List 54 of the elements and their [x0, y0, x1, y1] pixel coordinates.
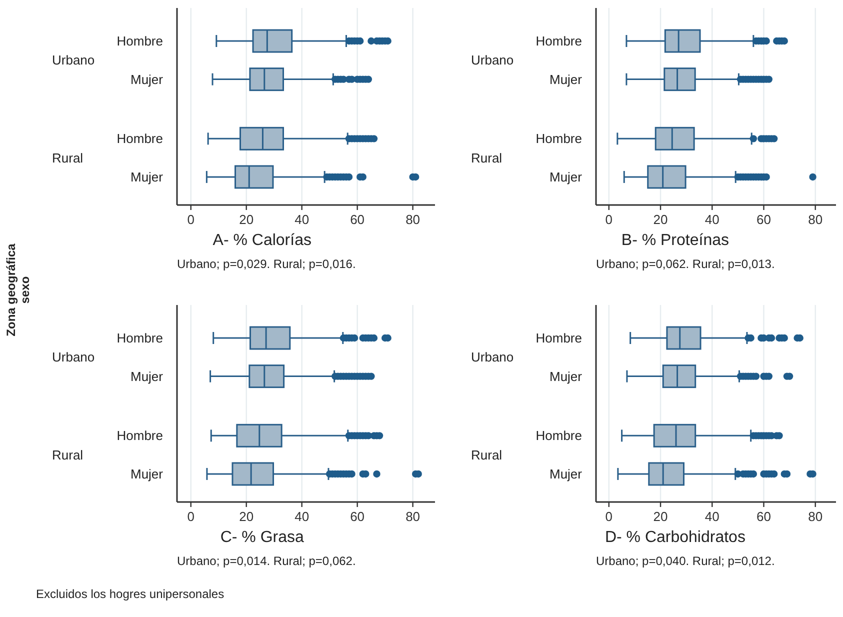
y-tick-label: Mujer: [549, 169, 583, 184]
y-tick-label: Hombre: [116, 131, 163, 146]
x-tick-label: 60: [756, 509, 771, 524]
text: Urbano; p=0,062. Rural; p=0,013.: [596, 257, 775, 271]
y-tick-label: Mujer: [130, 368, 164, 384]
x-tick-label: 20: [239, 212, 254, 227]
y-tick-label: Mujer: [130, 169, 164, 184]
text: Urbano; p=0,029. Rural; p=0,016.: [177, 257, 356, 271]
x-tick-label: 40: [704, 212, 720, 227]
y-tick-label: Mujer: [130, 466, 164, 482]
x-tick-label: 20: [239, 509, 254, 524]
text: Urbano: [471, 52, 514, 68]
y-tick-label: Hombre: [116, 34, 163, 48]
text: Urbano: [471, 350, 514, 365]
text: Rural: [52, 447, 84, 462]
x-axis-title: C- % Grasa: [220, 529, 304, 546]
x-tick-label: 60: [350, 509, 365, 524]
y-tick-label: Mujer: [549, 368, 583, 384]
x-tick-label: 60: [756, 212, 771, 227]
y-tick-label: Hombre: [116, 428, 163, 444]
y-tick-label: Hombre: [536, 330, 582, 346]
x-axis-title: B- % Proteínas: [621, 232, 730, 249]
x-tick-label: 0: [187, 509, 194, 524]
x-tick-label: 80: [808, 509, 823, 524]
x-tick-label: 80: [808, 212, 823, 227]
x-tick-label: 20: [653, 509, 668, 524]
x-tick-label: 40: [294, 212, 310, 227]
x-tick-label: 20: [653, 212, 668, 227]
y-tick-label: Hombre: [536, 428, 582, 444]
y-tick-label: Hombre: [536, 131, 582, 146]
x-tick-label: 0: [605, 509, 613, 524]
text: Urbano; p=0,014. Rural; p=0,062.: [177, 554, 356, 568]
x-tick-label: 0: [605, 212, 613, 227]
text: Rural: [471, 447, 502, 462]
y-tick-label: Mujer: [130, 72, 164, 87]
x-tick-label: 80: [406, 212, 420, 227]
x-tick-label: 80: [406, 509, 420, 524]
text: Urbano; p=0,040. Rural; p=0,012.: [596, 554, 775, 568]
x-axis-title: D- % Carbohidratos: [604, 529, 746, 546]
y-axis-title: Zona geográfica sexo: [4, 243, 32, 336]
x-tick-label: 60: [350, 212, 365, 227]
text: Urbano: [52, 350, 95, 365]
text: Rural: [52, 150, 84, 166]
x-tick-label: 0: [187, 212, 194, 227]
y-tick-label: Hombre: [536, 34, 582, 48]
text: Urbano: [52, 52, 95, 68]
y-tick-label: Hombre: [116, 330, 163, 346]
y-tick-label: Mujer: [549, 72, 583, 87]
y-tick-label: Mujer: [549, 466, 583, 482]
x-axis-title: A- % Calorías: [212, 232, 312, 249]
x-tick-label: 40: [704, 509, 720, 524]
x-tick-label: 40: [294, 509, 310, 524]
text: Excluidos los hogres unipersonales: [36, 587, 224, 601]
text: Rural: [471, 150, 502, 166]
